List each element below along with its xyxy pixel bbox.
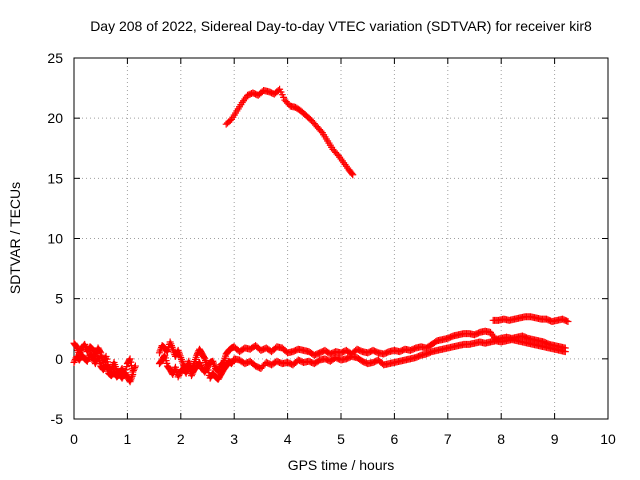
data-point <box>197 361 205 369</box>
y-tick-label: 10 <box>47 231 63 247</box>
x-tick-label: 2 <box>177 431 185 447</box>
data-point <box>175 371 183 379</box>
data-point <box>70 358 78 366</box>
data-point <box>77 347 85 355</box>
data-point <box>195 358 203 366</box>
data-point <box>174 373 182 381</box>
data-point <box>160 352 168 360</box>
x-tick-label: 7 <box>444 431 452 447</box>
x-tick-label: 1 <box>124 431 132 447</box>
data-point <box>349 171 357 179</box>
x-tick-label: 0 <box>70 431 78 447</box>
data-point <box>127 358 135 366</box>
y-tick-label: 0 <box>55 351 63 367</box>
data-point <box>129 367 137 375</box>
data-point <box>175 370 183 378</box>
data-point <box>101 354 109 362</box>
data-point <box>203 364 211 372</box>
data-point <box>129 370 137 378</box>
chart-title: Day 208 of 2022, Sidereal Day-to-day VTE… <box>90 18 592 34</box>
x-tick-label: 8 <box>497 431 505 447</box>
data-point <box>317 127 325 135</box>
data-point <box>188 370 196 378</box>
data-point <box>187 372 195 380</box>
x-tick-label: 6 <box>391 431 399 447</box>
data-points <box>70 85 572 386</box>
data-point <box>196 360 204 368</box>
data-point <box>561 348 569 356</box>
data-point <box>163 347 171 355</box>
data-point <box>126 355 134 363</box>
axis-ticks: 0 1 2 3 4 5 6 7 8 9 10 -5 0 5 10 15 20 25 <box>47 50 616 447</box>
data-point <box>171 352 179 360</box>
data-point <box>564 318 572 326</box>
data-point <box>200 354 208 362</box>
plot-frame <box>73 57 609 420</box>
data-point <box>189 369 197 377</box>
y-axis-title: SDTVAR / TECUs <box>7 182 23 294</box>
data-point <box>130 365 138 373</box>
data-point <box>89 354 97 362</box>
y-tick-label: 5 <box>55 291 63 307</box>
x-tick-label: 10 <box>600 431 616 447</box>
y-tick-label: 20 <box>47 110 63 126</box>
y-tick-label: 15 <box>47 170 63 186</box>
data-point <box>89 345 97 353</box>
data-point <box>131 362 139 370</box>
x-axis-title: GPS time / hours <box>288 457 395 473</box>
y-tick-label: -5 <box>51 411 64 427</box>
data-point <box>123 363 131 371</box>
data-point <box>96 348 104 356</box>
x-tick-label: 9 <box>551 431 559 447</box>
data-point <box>563 317 571 325</box>
x-tick-label: 5 <box>337 431 345 447</box>
grid <box>74 58 608 419</box>
data-point <box>348 170 356 178</box>
data-point <box>131 364 139 372</box>
data-point <box>193 351 201 359</box>
x-tick-label: 4 <box>284 431 292 447</box>
x-tick-label: 3 <box>230 431 238 447</box>
y-tick-label: 25 <box>47 50 63 66</box>
